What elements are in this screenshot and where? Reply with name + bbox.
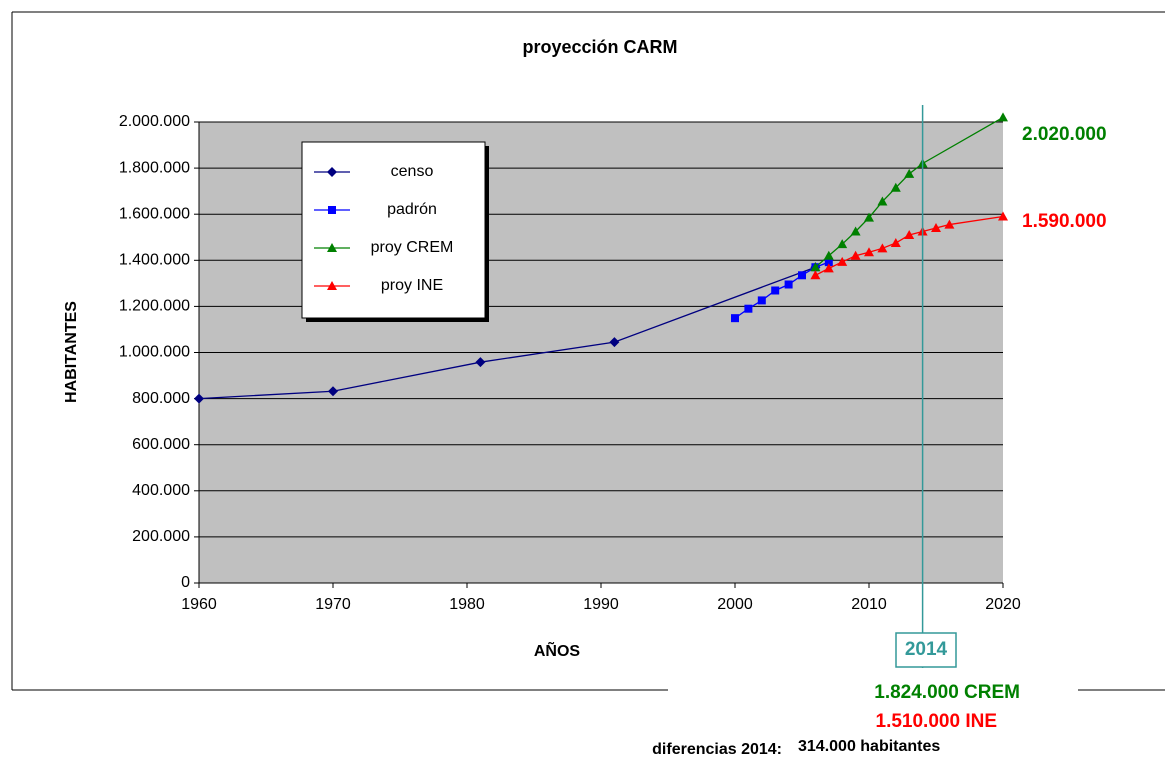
annotation: diferencias 2014: <box>652 741 782 758</box>
marker <box>798 271 806 280</box>
y-tick-label: 2.000.000 <box>119 113 190 130</box>
marker <box>890 238 901 248</box>
y-axis-label: HABITANTES <box>63 301 80 403</box>
marker <box>877 243 888 253</box>
reference-label-box <box>895 632 957 668</box>
annotation: 1.590.000 <box>1022 211 1107 232</box>
y-tick-label: 1.400.000 <box>119 252 190 269</box>
x-tick-label: 2000 <box>717 596 753 613</box>
y-tick-label: 1.000.000 <box>119 344 190 361</box>
marker <box>744 304 753 313</box>
legend-label: padrón <box>387 201 437 218</box>
marker <box>731 314 739 323</box>
annotation: 1.824.000 CREM <box>874 682 1020 703</box>
x-tick-label: 1990 <box>583 596 619 613</box>
marker <box>328 386 338 397</box>
marker <box>327 243 337 252</box>
marker <box>904 168 915 178</box>
series-line <box>814 116 1004 268</box>
marker <box>194 393 204 404</box>
marker <box>864 212 874 222</box>
marker <box>771 286 780 295</box>
y-tick-label: 400.000 <box>132 482 190 499</box>
marker <box>757 296 766 305</box>
x-tick-label: 1970 <box>315 596 351 613</box>
y-tick-label: 200.000 <box>132 528 190 545</box>
legend-label: censo <box>391 163 434 180</box>
x-tick-label: 1980 <box>449 596 485 613</box>
y-tick-label: 800.000 <box>132 390 190 407</box>
marker <box>904 229 915 239</box>
marker <box>837 239 848 249</box>
marker <box>837 256 848 266</box>
x-tick-label: 1960 <box>181 596 217 613</box>
reference-label: 2014 <box>905 639 948 660</box>
marker <box>609 337 620 348</box>
marker <box>850 250 861 260</box>
marker <box>327 167 337 177</box>
marker <box>475 357 486 368</box>
marker <box>823 250 834 260</box>
marker <box>810 262 821 272</box>
marker <box>823 263 834 273</box>
x-tick-label: 2010 <box>851 596 887 613</box>
legend-label: proy CREM <box>371 239 454 256</box>
marker <box>944 219 955 229</box>
x-axis-label: AÑOS <box>534 640 581 660</box>
chart-title: proyección CARM <box>522 37 677 57</box>
marker <box>877 196 888 206</box>
marker <box>810 270 821 280</box>
annotation: 2.020.000 <box>1022 124 1107 145</box>
marker <box>864 247 874 257</box>
marker <box>327 281 337 290</box>
legend-label: proy INE <box>381 277 443 294</box>
y-tick-label: 1.200.000 <box>119 298 190 315</box>
y-tick-label: 600.000 <box>132 436 190 453</box>
marker <box>824 258 833 267</box>
marker <box>931 223 941 233</box>
marker <box>890 182 901 192</box>
marker <box>998 112 1008 122</box>
marker <box>784 280 793 289</box>
y-tick-label: 0 <box>181 574 190 591</box>
y-tick-label: 1.600.000 <box>119 205 190 222</box>
marker <box>328 206 336 214</box>
annotation: 1.510.000 INE <box>876 711 997 732</box>
annotation: 314.000 habitantes <box>798 738 940 755</box>
y-tick-label: 1.800.000 <box>119 159 190 176</box>
x-tick-label: 2020 <box>985 596 1021 613</box>
marker <box>998 211 1008 221</box>
marker <box>850 226 861 236</box>
